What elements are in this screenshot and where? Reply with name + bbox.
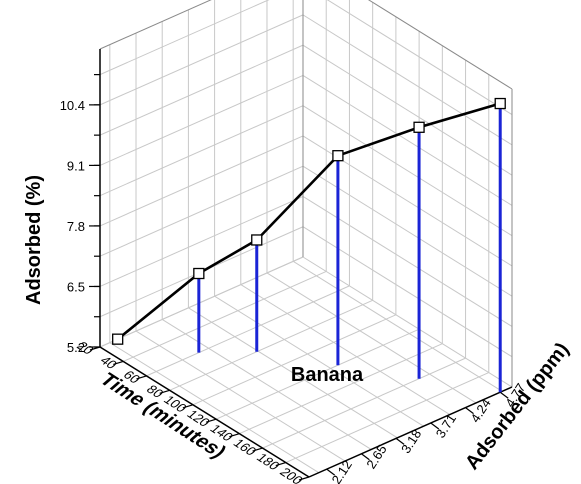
- left-wall-gridline-z: [99, 196, 304, 287]
- z-tick-label: 5.2: [67, 340, 85, 355]
- x-tick: [136, 375, 147, 380]
- right-wall-gridline-z: [302, 74, 513, 206]
- right-wall-gridline-z: [302, 105, 513, 237]
- series-line: [116, 102, 501, 341]
- data-point-marker: [494, 97, 506, 110]
- floor-gridline-y: [188, 307, 398, 439]
- left-wall-gridline-z: [99, 14, 304, 106]
- floor-gridline-y: [109, 342, 320, 474]
- data-point-marker: [251, 234, 263, 246]
- y-tick-label: 3.71: [433, 411, 459, 440]
- y-tick: [395, 437, 405, 445]
- y-tick: [430, 422, 440, 430]
- x-tick: [113, 360, 124, 366]
- x-tick: [159, 389, 170, 394]
- x-tick-label: 180: [253, 451, 283, 473]
- frame-edge: [367, 0, 513, 90]
- left-wall-gridline-z: [99, 44, 304, 136]
- floor-gridline-x: [123, 270, 327, 362]
- x-tick-label: 200: [277, 465, 307, 484]
- x-tick: [205, 418, 217, 423]
- left-wall-gridline-z: [99, 0, 270, 76]
- floor-gridline-y: [214, 295, 424, 427]
- axes-layer: 5.26.57.89.110.4204060801001201401601802…: [60, 49, 529, 484]
- right-wall-gridline-z: [302, 14, 513, 146]
- left-wall-gridline-z: [99, 165, 304, 257]
- drop-lines: [197, 103, 502, 393]
- y-tick-label: 3.18: [398, 427, 424, 456]
- floor-gridline-x: [262, 357, 466, 449]
- floor-gridline-y: [240, 284, 451, 416]
- y-tick: [499, 391, 509, 399]
- z-tick-label: 10.4: [60, 98, 85, 113]
- x-tick: [229, 433, 240, 438]
- x-tick: [275, 461, 286, 467]
- right-wall-gridline-z: [326, 0, 513, 116]
- frame-edge: [99, 0, 212, 50]
- y-tick: [361, 453, 370, 461]
- z-axis-label: Adsorbed (%): [23, 175, 45, 305]
- floor-gridline-x: [215, 328, 420, 420]
- y-tick: [326, 468, 336, 476]
- label-layer: Adsorbed (%) Time (minutes) Adsorbed (pp…: [23, 175, 573, 474]
- floor-gridline-y: [266, 272, 477, 404]
- floor-gridline-x: [192, 314, 397, 406]
- marker-layer: [112, 97, 506, 345]
- x-axis-line: [99, 346, 310, 478]
- floor-gridline-x: [146, 285, 350, 377]
- left-wall-gridline-z: [99, 105, 304, 197]
- floor-gridline-y: [135, 330, 346, 462]
- z-tick-label: 6.5: [67, 279, 85, 294]
- floor-gridline-x: [285, 372, 489, 464]
- x-tick-label: 40: [97, 354, 121, 372]
- left-wall-gridline-z: [99, 256, 304, 348]
- left-wall-gridline-z: [99, 135, 304, 227]
- right-wall-gridline-z: [302, 44, 513, 176]
- y-axis-line: [308, 386, 513, 478]
- x-tick: [89, 346, 101, 351]
- z-tick-label: 7.8: [67, 219, 85, 234]
- annotation-label: Banana: [291, 364, 364, 386]
- left-wall-gridline-z: [99, 74, 304, 166]
- x-tick: [298, 476, 310, 481]
- x-tick-label: 160: [230, 436, 260, 458]
- floor-gridline-x: [239, 343, 443, 435]
- data-point-marker: [193, 267, 205, 280]
- floor-gridline-y: [161, 318, 372, 450]
- x-tick: [182, 404, 194, 409]
- y-tick: [465, 407, 474, 415]
- data-point-marker: [332, 150, 344, 162]
- x-tick: [252, 447, 263, 452]
- y-tick-label: 2.12: [329, 457, 355, 484]
- z-tick-label: 9.1: [67, 158, 85, 173]
- data-point-marker: [112, 333, 124, 345]
- data-point-marker: [413, 121, 425, 133]
- floor-gridline-y: [292, 260, 503, 392]
- series-layer: [116, 102, 501, 341]
